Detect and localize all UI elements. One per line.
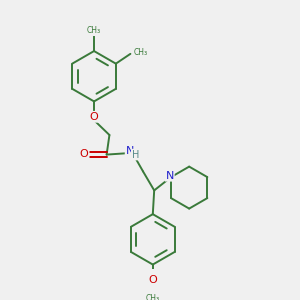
Text: N: N — [165, 171, 174, 181]
Text: O: O — [80, 149, 88, 159]
Text: H: H — [132, 150, 139, 160]
Text: O: O — [90, 112, 98, 122]
Text: CH₃: CH₃ — [146, 295, 160, 300]
Text: N: N — [126, 146, 134, 156]
Text: O: O — [149, 275, 158, 285]
Text: CH₃: CH₃ — [134, 48, 148, 57]
Text: CH₃: CH₃ — [87, 26, 101, 35]
